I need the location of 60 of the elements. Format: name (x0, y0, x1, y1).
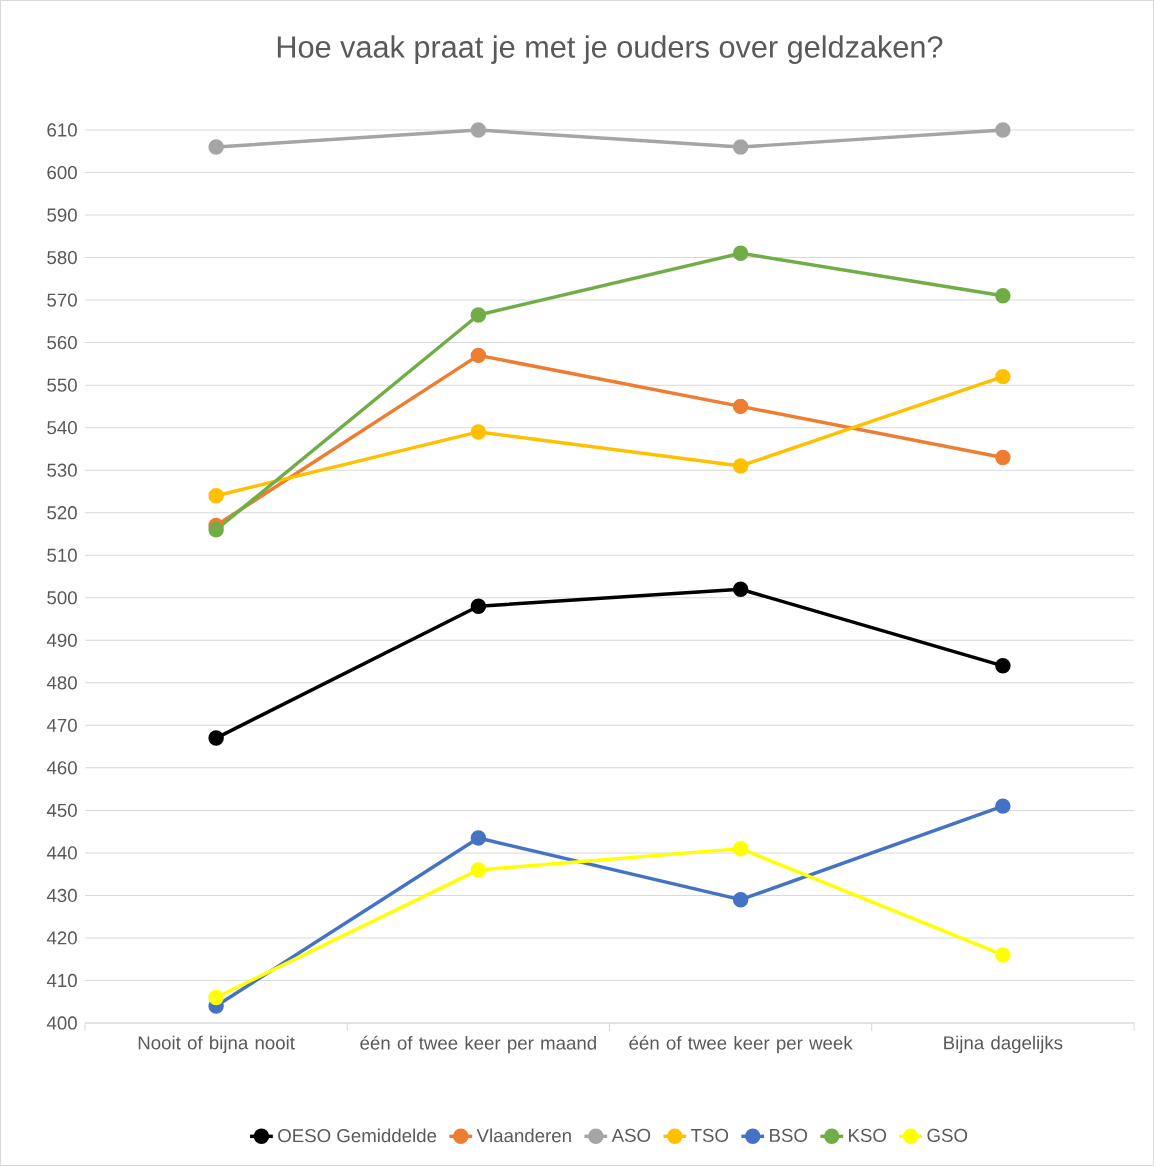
point (470, 862, 487, 878)
y-tick-label: 590 (47, 208, 77, 222)
point (732, 139, 749, 155)
point (470, 122, 487, 138)
point (995, 798, 1011, 814)
point (470, 598, 487, 614)
legend-label: TSO (691, 1128, 729, 1143)
y-tick-label: 470 (46, 718, 77, 732)
point (470, 307, 487, 323)
point (732, 398, 749, 415)
point (208, 139, 224, 155)
y-tick-label: 510 (47, 548, 77, 562)
y-tick-label: 540 (47, 421, 77, 435)
legend-label: BSO (770, 1128, 808, 1143)
y-tick-label: 560 (47, 335, 77, 350)
point (995, 122, 1011, 138)
y-tick-label: 530 (47, 463, 77, 477)
y-tick-label: 430 (46, 888, 77, 903)
y-tick-label: 420 (46, 931, 77, 945)
legend-label: ASO (611, 1128, 651, 1143)
legend-label: OESO Gemiddelde (278, 1128, 437, 1143)
point (995, 449, 1011, 466)
point (732, 245, 749, 262)
y-tick-label: 580 (47, 250, 77, 265)
x-tick-label: Nooit of bijna nooit (138, 1035, 295, 1054)
legend-label: Vlaanderen (476, 1128, 571, 1143)
chart-title: Hoe vaak praat je met je ouders over geldzaken? (277, 35, 943, 64)
y-tick-label: 490 (46, 633, 77, 647)
point (208, 989, 224, 1006)
y-tick-label: 400 (46, 1016, 77, 1030)
y-tick-label: 550 (47, 378, 77, 392)
point (208, 730, 224, 746)
point (470, 347, 487, 364)
y-tick-label: 600 (47, 165, 77, 180)
legend-label: GSO (927, 1128, 968, 1143)
y-tick-label: 500 (47, 591, 77, 605)
y-tick-label: 410 (46, 973, 77, 988)
point (995, 658, 1011, 674)
point (208, 487, 224, 504)
x-tick-label: één of twee keer per week (629, 1035, 853, 1054)
y-tick-label: 460 (46, 761, 77, 775)
point (732, 458, 749, 474)
legend-label: KSO (849, 1128, 887, 1143)
point (208, 521, 224, 538)
y-tick-label: 570 (47, 293, 77, 307)
point (470, 830, 487, 846)
point (995, 288, 1011, 304)
y-tick-label: 440 (46, 846, 77, 860)
y-tick-label: 520 (47, 506, 77, 520)
point (470, 424, 487, 440)
y-tick-label: 480 (46, 676, 77, 690)
y-tick-label: 450 (46, 803, 77, 817)
point (732, 891, 749, 908)
point (732, 581, 749, 597)
x-tick-label: één of twee keer per maand (360, 1035, 596, 1054)
point (995, 947, 1011, 963)
point (995, 368, 1011, 385)
point (732, 840, 749, 857)
y-tick-label: 610 (47, 123, 77, 137)
x-tick-label: Bijna dagelijks (944, 1035, 1063, 1054)
